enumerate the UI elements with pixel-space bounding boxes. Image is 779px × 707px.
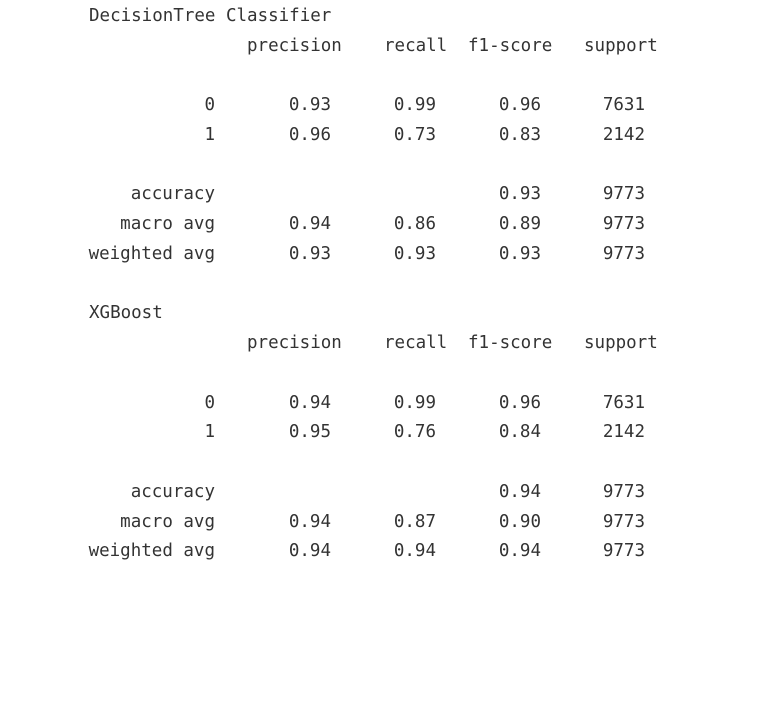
support-value: 9773	[602, 244, 645, 264]
row-label: weighted avg	[88, 541, 215, 561]
summary-row-macro-avg: macro avg 0.94 0.86 0.89 9773	[0, 212, 779, 236]
precision-value: 0.95	[288, 422, 331, 442]
table-row: 1 0.95 0.76 0.84 2142	[0, 420, 779, 444]
precision-value: 0.94	[288, 541, 331, 561]
support-value: 2142	[602, 422, 645, 442]
precision-value: 0.93	[288, 244, 331, 264]
recall-value: 0.94	[393, 541, 436, 561]
header-recall: recall	[384, 333, 448, 353]
precision-value: 0.94	[288, 393, 331, 413]
f1-value: 0.94	[498, 482, 541, 502]
precision-value: 0.96	[288, 125, 331, 145]
support-value: 9773	[602, 184, 645, 204]
header-f1-score: f1-score	[468, 36, 553, 56]
support-value: 7631	[602, 95, 645, 115]
recall-value: 0.87	[393, 512, 436, 532]
report-title-line: XGBoost	[0, 301, 779, 325]
table-row: 0 0.93 0.99 0.96 7631	[0, 93, 779, 117]
support-value: 7631	[602, 393, 645, 413]
row-label: weighted avg	[88, 244, 215, 264]
header-precision: precision	[247, 36, 342, 56]
f1-value: 0.83	[498, 125, 541, 145]
row-label: accuracy	[130, 482, 215, 502]
header-precision: precision	[247, 333, 342, 353]
recall-value: 0.86	[393, 214, 436, 234]
summary-row-weighted-avg: weighted avg 0.94 0.94 0.94 9773	[0, 539, 779, 563]
header-support: support	[584, 333, 658, 353]
row-label: macro avg	[120, 214, 215, 234]
support-value: 2142	[602, 125, 645, 145]
report-title: XGBoost	[89, 303, 163, 323]
row-label: 1	[204, 125, 215, 145]
support-value: 9773	[602, 482, 645, 502]
recall-value: 0.99	[393, 393, 436, 413]
f1-value: 0.96	[498, 393, 541, 413]
row-label: macro avg	[120, 512, 215, 532]
support-value: 9773	[602, 512, 645, 532]
header-recall: recall	[384, 36, 448, 56]
f1-value: 0.94	[498, 541, 541, 561]
f1-value: 0.84	[498, 422, 541, 442]
classification-output: DecisionTree Classifier precision recall…	[0, 4, 779, 563]
recall-value: 0.93	[393, 244, 436, 264]
recall-value: 0.73	[393, 125, 436, 145]
support-value: 9773	[602, 214, 645, 234]
report-title-line: DecisionTree Classifier	[0, 4, 779, 28]
precision-value: 0.94	[288, 512, 331, 532]
row-label: 0	[204, 393, 215, 413]
summary-row-accuracy: accuracy 0.93 9773	[0, 182, 779, 206]
f1-value: 0.93	[498, 184, 541, 204]
table-row: 0 0.94 0.99 0.96 7631	[0, 391, 779, 415]
summary-row-accuracy: accuracy 0.94 9773	[0, 480, 779, 504]
summary-row-macro-avg: macro avg 0.94 0.87 0.90 9773	[0, 510, 779, 534]
summary-row-weighted-avg: weighted avg 0.93 0.93 0.93 9773	[0, 242, 779, 266]
f1-value: 0.93	[498, 244, 541, 264]
row-label: accuracy	[130, 184, 215, 204]
support-value: 9773	[602, 541, 645, 561]
report-title: DecisionTree Classifier	[89, 6, 332, 26]
row-label: 0	[204, 95, 215, 115]
f1-value: 0.90	[498, 512, 541, 532]
f1-value: 0.89	[498, 214, 541, 234]
recall-value: 0.99	[393, 95, 436, 115]
f1-value: 0.96	[498, 95, 541, 115]
header-f1-score: f1-score	[468, 333, 553, 353]
recall-value: 0.76	[393, 422, 436, 442]
table-row: 1 0.96 0.73 0.83 2142	[0, 123, 779, 147]
precision-value: 0.93	[288, 95, 331, 115]
row-label: 1	[204, 422, 215, 442]
header-row: precision recall f1-score support	[0, 34, 779, 58]
precision-value: 0.94	[288, 214, 331, 234]
header-support: support	[584, 36, 658, 56]
header-row: precision recall f1-score support	[0, 331, 779, 355]
